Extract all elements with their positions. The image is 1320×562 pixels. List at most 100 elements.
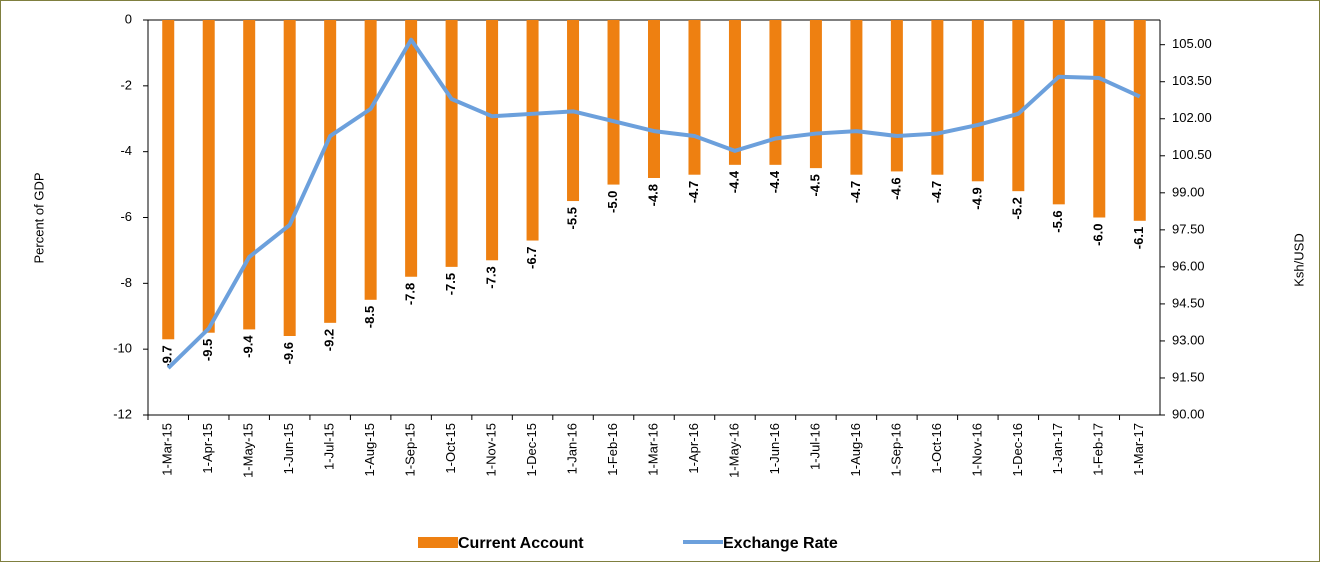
- y-tick-label: -4: [120, 143, 132, 158]
- legend-swatch: [418, 537, 458, 548]
- x-tick-label: 1-Jun-15: [281, 423, 296, 474]
- legend-label: Current Account: [458, 535, 584, 552]
- bar: [931, 20, 944, 175]
- bar: [1093, 20, 1106, 218]
- data-label: -6.7: [524, 247, 539, 269]
- data-label: -6.1: [1131, 227, 1146, 249]
- x-tick-label: 1-Sep-15: [403, 423, 418, 476]
- bar: [202, 20, 215, 333]
- y-tick-label: 0: [125, 11, 132, 26]
- data-label: -9.4: [241, 335, 256, 358]
- bar: [1133, 20, 1146, 221]
- bar: [769, 20, 782, 165]
- bar: [162, 20, 175, 340]
- bar: [607, 20, 620, 185]
- x-tick-label: 1-Jun-16: [767, 423, 782, 474]
- x-tick-label: 1-Mar-16: [645, 423, 660, 476]
- y2-tick-label: 94.50: [1172, 295, 1205, 310]
- data-label: -7.5: [443, 273, 458, 295]
- bar: [486, 20, 499, 261]
- data-label: -4.4: [726, 170, 741, 193]
- x-tick-label: 1-Jan-16: [564, 423, 579, 474]
- x-tick-label: 1-Apr-16: [686, 423, 701, 474]
- y2-tick-label: 99.00: [1172, 184, 1205, 199]
- bar: [809, 20, 822, 169]
- y-tick-label: -6: [120, 209, 132, 224]
- data-label: -9.6: [281, 342, 296, 364]
- y-tick-label: -12: [113, 406, 132, 421]
- bar: [648, 20, 660, 178]
- line: [166, 37, 1141, 370]
- y2-tick-label: 93.00: [1172, 332, 1205, 347]
- x-tick-label: 1-Jul-15: [322, 423, 337, 470]
- x-tick-label: 1-Sep-16: [888, 423, 903, 476]
- x-tick-label: 1-Mar-15: [160, 423, 175, 476]
- data-label: -5.6: [1050, 210, 1065, 232]
- y-axis-title: Percent of GDP: [31, 172, 46, 263]
- bar: [526, 20, 539, 241]
- bar: [1052, 20, 1065, 205]
- y-tick-label: -2: [120, 77, 132, 92]
- x-tick-label: 1-Nov-16: [969, 423, 984, 476]
- y2-tick-label: 91.50: [1172, 369, 1205, 384]
- y2-tick-label: 90.00: [1172, 406, 1205, 421]
- data-label: -9.2: [322, 329, 337, 351]
- bar: [971, 20, 984, 182]
- x-tick-label: 1-Nov-15: [484, 423, 499, 476]
- bar: [283, 20, 296, 336]
- data-label: -7.8: [403, 283, 418, 305]
- data-label: -9.7: [160, 345, 175, 367]
- x-tick-label: 1-Feb-17: [1091, 423, 1106, 476]
- x-tick-label: 1-May-16: [726, 423, 741, 478]
- bar: [405, 20, 418, 277]
- data-label: -4.5: [807, 174, 822, 196]
- x-tick-label: 1-Dec-16: [1010, 423, 1025, 476]
- y-tick-label: -8: [120, 275, 132, 290]
- x-tick-label: 1-Jan-17: [1050, 423, 1065, 474]
- y2-axis-title: Ksh/USD: [1291, 233, 1306, 286]
- data-label: -5.5: [564, 207, 579, 229]
- x-tick-label: 1-May-15: [241, 423, 256, 478]
- x-tick-label: 1-Oct-15: [443, 423, 458, 474]
- x-tick-label: 1-Apr-15: [200, 423, 215, 474]
- data-label: -7.3: [484, 266, 499, 288]
- data-label: -4.4: [767, 170, 782, 193]
- y2-tick-label: 100.50: [1172, 147, 1212, 162]
- x-tick-label: 1-Aug-16: [848, 423, 863, 476]
- x-tick-label: 1-Feb-16: [605, 423, 620, 476]
- x-tick-label: 1-Jul-16: [807, 423, 822, 470]
- y2-tick-label: 97.50: [1172, 221, 1205, 236]
- bar: [445, 20, 458, 267]
- bar: [728, 20, 741, 165]
- y2-tick-label: 96.00: [1172, 258, 1205, 273]
- bar: [1012, 20, 1025, 192]
- bar: [850, 20, 863, 175]
- data-label: -8.5: [362, 306, 377, 328]
- bar: [688, 20, 701, 175]
- data-label: -4.7: [848, 181, 863, 203]
- bar: [243, 20, 256, 330]
- bar: [890, 20, 903, 172]
- data-label: -4.9: [969, 187, 984, 209]
- data-label: -6.0: [1091, 224, 1106, 246]
- y2-tick-label: 103.50: [1172, 73, 1212, 88]
- data-label: -9.5: [200, 339, 215, 361]
- x-tick-label: 1-Mar-17: [1131, 423, 1146, 476]
- legend-label: Exchange Rate: [723, 535, 838, 552]
- y-tick-label: -10: [113, 341, 132, 356]
- data-label: -4.6: [888, 177, 903, 199]
- data-label: -4.7: [686, 181, 701, 203]
- x-tick-label: 1-Dec-15: [524, 423, 539, 476]
- y2-tick-label: 102.00: [1172, 110, 1212, 125]
- x-tick-label: 1-Oct-16: [929, 423, 944, 474]
- bar: [324, 20, 337, 323]
- y2-tick-label: 105.00: [1172, 36, 1212, 51]
- data-label: -5.2: [1010, 197, 1025, 219]
- x-tick-label: 1-Aug-15: [362, 423, 377, 476]
- bar: [364, 20, 377, 300]
- data-label: -5.0: [605, 191, 620, 213]
- data-label: -4.7: [929, 181, 944, 203]
- data-label: -4.8: [645, 184, 660, 206]
